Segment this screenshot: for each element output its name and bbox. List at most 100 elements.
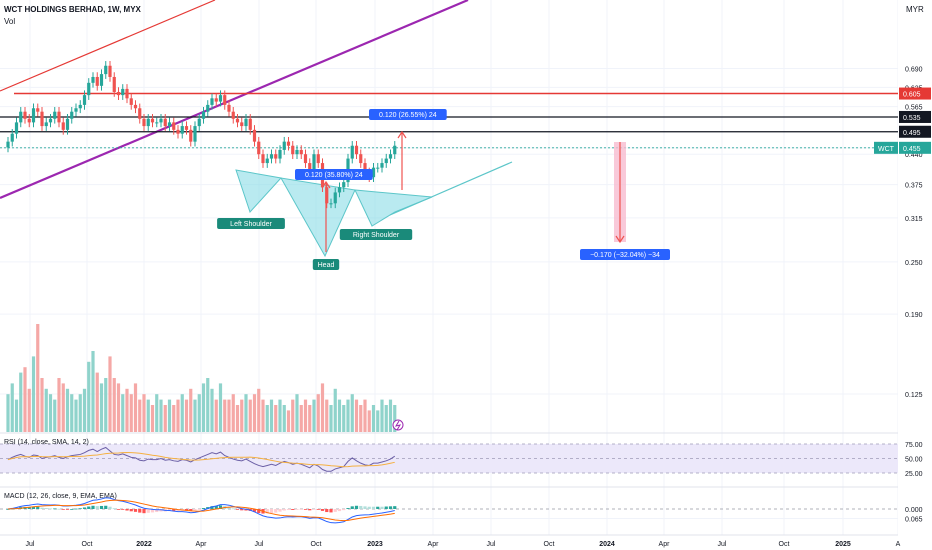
volume-bar: [23, 367, 27, 432]
candle-body[interactable]: [14, 122, 19, 134]
candle-body[interactable]: [91, 76, 95, 83]
candle-body[interactable]: [129, 98, 133, 105]
candle-body[interactable]: [116, 91, 121, 96]
left-shoulder-shape[interactable]: [235, 169, 282, 213]
candle-body[interactable]: [40, 111, 44, 127]
candle-body[interactable]: [159, 118, 163, 123]
candle-body[interactable]: [163, 118, 167, 127]
candle-body[interactable]: [74, 108, 78, 112]
candle-body[interactable]: [121, 88, 125, 96]
candle-body[interactable]: [231, 111, 235, 119]
price-axis[interactable]: 0.6900.6250.5650.5350.4950.4550.4400.375…: [874, 0, 932, 550]
candle-body[interactable]: [201, 111, 206, 119]
candle-body[interactable]: [371, 167, 376, 178]
candle-body[interactable]: [104, 65, 108, 75]
candle-body[interactable]: [295, 149, 299, 155]
candle-body[interactable]: [142, 118, 146, 127]
candle-body[interactable]: [125, 88, 129, 99]
candle-body[interactable]: [342, 182, 346, 188]
candle-body[interactable]: [184, 126, 189, 130]
trendline-red[interactable]: [0, 0, 216, 92]
candle-body[interactable]: [337, 187, 342, 193]
candle-body[interactable]: [167, 122, 172, 127]
candle-body[interactable]: [308, 163, 312, 173]
candle-body[interactable]: [227, 104, 231, 112]
candle-body[interactable]: [172, 122, 176, 130]
candle-body[interactable]: [150, 118, 155, 123]
candle-body[interactable]: [133, 104, 138, 109]
right-shoulder-shape[interactable]: [354, 189, 433, 227]
candle-body[interactable]: [380, 163, 384, 168]
candle-body[interactable]: [384, 158, 388, 164]
macd-histogram-bar: [265, 509, 269, 514]
candle-body[interactable]: [240, 122, 244, 127]
candle-body[interactable]: [393, 145, 397, 155]
candle-body[interactable]: [218, 95, 223, 102]
candle-body[interactable]: [99, 74, 104, 86]
candle-body[interactable]: [10, 133, 14, 142]
candle-body[interactable]: [350, 145, 354, 159]
candle-body[interactable]: [248, 118, 252, 130]
candle-body[interactable]: [53, 111, 57, 119]
candle-body[interactable]: [329, 203, 333, 205]
candle-body[interactable]: [155, 122, 159, 124]
candle-body[interactable]: [87, 82, 91, 96]
candle-body[interactable]: [252, 129, 257, 142]
candle-body[interactable]: [27, 118, 31, 123]
candle-body[interactable]: [235, 118, 240, 123]
volume-bar: [346, 399, 350, 432]
candle-body[interactable]: [278, 149, 282, 159]
candle-body[interactable]: [193, 126, 197, 142]
time-axis[interactable]: Jul Oct 2022 Apr Jul Oct 2023 Apr Jul Oct 2024 Apr J…: [26, 541, 901, 548]
candle-body[interactable]: [354, 145, 359, 155]
candle-body[interactable]: [146, 118, 150, 127]
candle-body[interactable]: [19, 111, 23, 123]
candle-body[interactable]: [65, 118, 70, 130]
candles[interactable]: [6, 61, 397, 209]
candle-body[interactable]: [36, 108, 40, 112]
candle-body[interactable]: [265, 158, 269, 164]
candle-body[interactable]: [325, 187, 329, 204]
candle-body[interactable]: [112, 76, 116, 92]
candle-body[interactable]: [299, 149, 303, 155]
candle-body[interactable]: [197, 118, 201, 127]
candle-body[interactable]: [6, 141, 10, 148]
candle-body[interactable]: [78, 104, 82, 109]
candle-body[interactable]: [257, 141, 261, 155]
candle-body[interactable]: [70, 111, 74, 119]
candle-body[interactable]: [269, 154, 274, 159]
candle-body[interactable]: [180, 126, 184, 134]
candle-body[interactable]: [189, 129, 193, 142]
candle-body[interactable]: [210, 98, 214, 105]
trendline-purple[interactable]: [0, 0, 469, 200]
candle-body[interactable]: [286, 141, 291, 146]
candle-body[interactable]: [261, 154, 265, 164]
candle-body[interactable]: [316, 154, 320, 164]
candle-body[interactable]: [359, 154, 363, 164]
candle-body[interactable]: [23, 111, 27, 119]
measurement-tools[interactable]: 0.120 (26.55%) 24 0.120 (35.80%) 24 −0.170…: [295, 109, 670, 260]
candle-body[interactable]: [31, 108, 36, 123]
candle-body[interactable]: [282, 141, 286, 150]
candle-body[interactable]: [223, 95, 227, 105]
candle-body[interactable]: [138, 108, 142, 119]
candle-body[interactable]: [108, 65, 112, 77]
candle-body[interactable]: [312, 154, 316, 173]
candle-body[interactable]: [61, 122, 65, 130]
candle-body[interactable]: [48, 118, 53, 123]
candle-body[interactable]: [82, 95, 87, 105]
candle-body[interactable]: [274, 154, 278, 159]
candle-body[interactable]: [333, 192, 337, 204]
candle-body[interactable]: [363, 163, 367, 173]
candle-body[interactable]: [376, 167, 380, 169]
candle-body[interactable]: [206, 104, 210, 112]
candle-body[interactable]: [244, 118, 248, 127]
candle-body[interactable]: [57, 111, 61, 123]
candle-body[interactable]: [303, 154, 308, 164]
candle-body[interactable]: [95, 76, 99, 86]
candle-body[interactable]: [388, 154, 393, 159]
candle-body[interactable]: [291, 145, 295, 155]
candle-body[interactable]: [176, 129, 180, 134]
candle-body[interactable]: [44, 122, 48, 127]
candle-body[interactable]: [214, 98, 218, 102]
